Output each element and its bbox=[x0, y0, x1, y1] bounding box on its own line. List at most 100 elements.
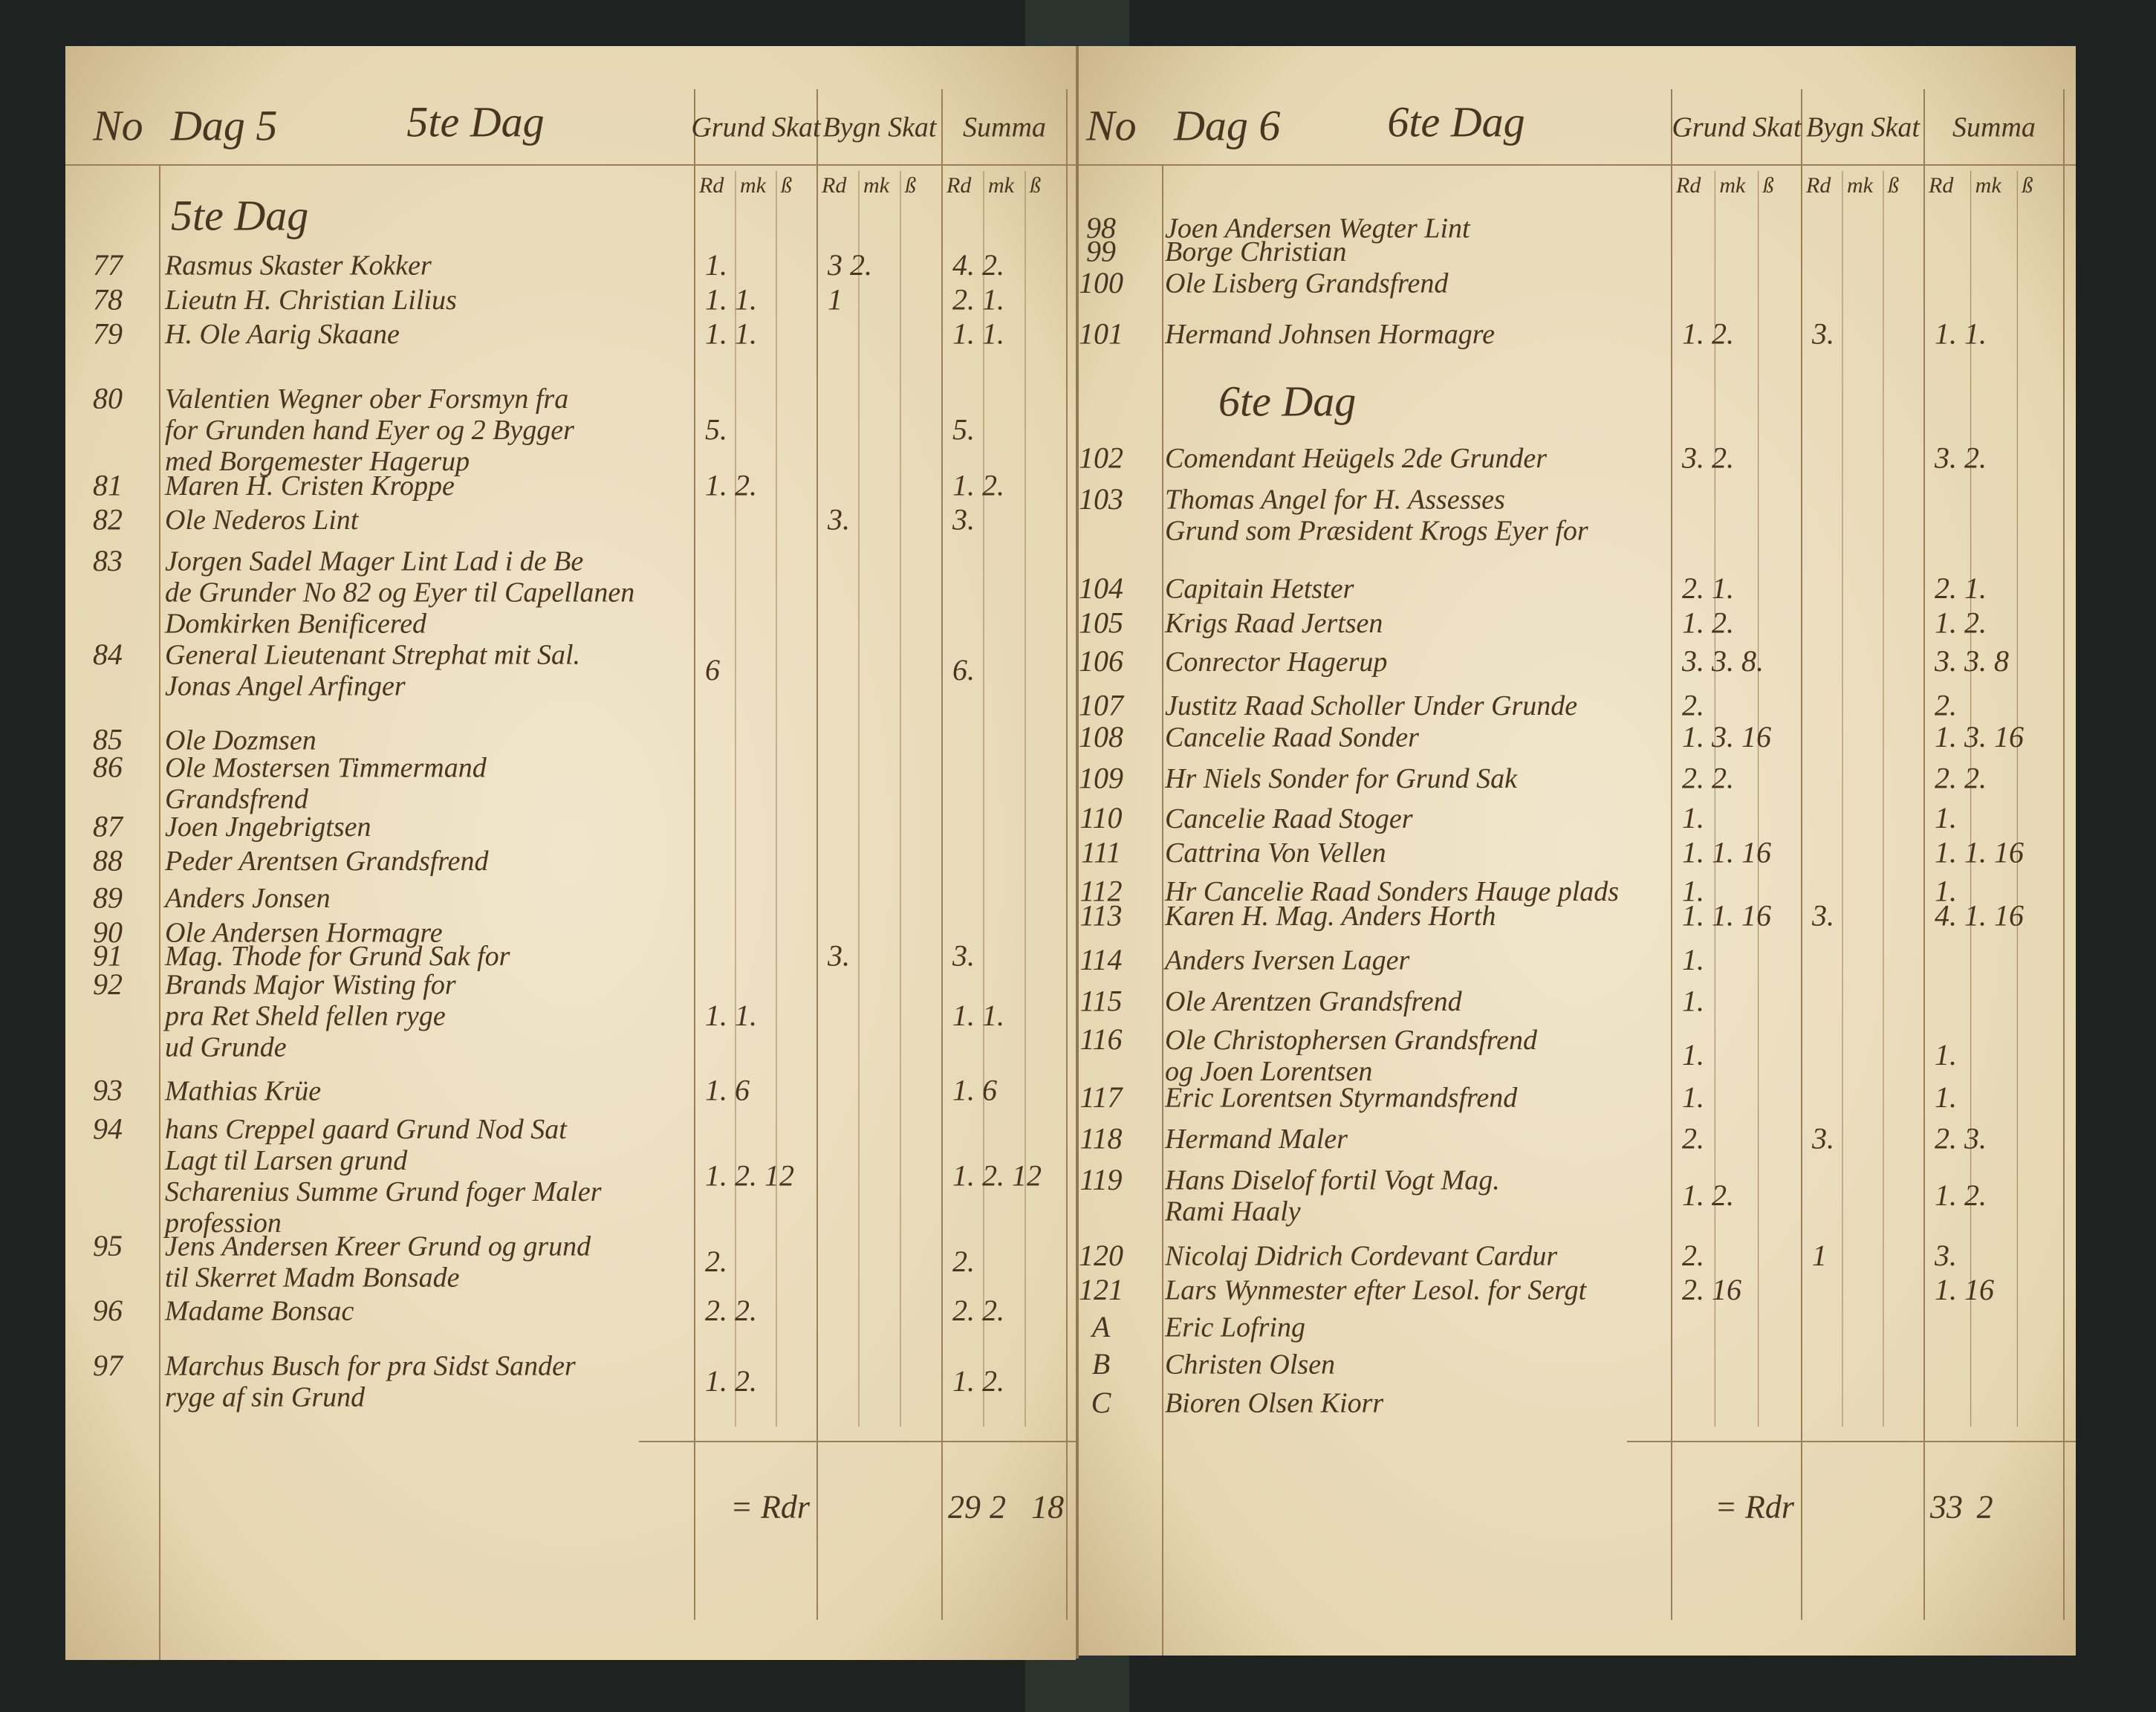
row-number: 92 bbox=[93, 967, 123, 1001]
row-number: 88 bbox=[93, 844, 123, 878]
entry-name: Ole Nederos Lint bbox=[165, 505, 360, 536]
total-label: = Rdr bbox=[1715, 1488, 1795, 1525]
amount: 3. 3. 8. bbox=[1681, 644, 1764, 678]
entry-name: Anders Jonsen bbox=[163, 883, 331, 914]
row-number: 112 bbox=[1079, 874, 1122, 907]
entry-name: Madame Bonsac bbox=[164, 1295, 354, 1326]
entry-name: Marchus Busch for pra Sidst Sander bbox=[164, 1350, 576, 1381]
unit-heading: ß bbox=[904, 173, 916, 198]
row-number: 78 bbox=[93, 282, 123, 316]
row-number: 89 bbox=[93, 881, 123, 915]
amount: 2. bbox=[1935, 688, 1957, 722]
amount: 1. bbox=[1682, 943, 1704, 976]
entry-name: Lars Wynmester efter Lesol. for Sergt bbox=[1164, 1275, 1588, 1306]
row-number: 93 bbox=[93, 1074, 123, 1107]
amount: 1. 3. 16 bbox=[1682, 720, 1771, 753]
entry-name: Rasmus Skaster Kokker bbox=[164, 250, 432, 282]
amount: 1. 2. bbox=[1682, 317, 1734, 351]
row-number: 98 bbox=[1086, 211, 1116, 244]
entry-name: Lagt til Larsen grund bbox=[164, 1145, 408, 1176]
amount: 1. 6 bbox=[952, 1074, 997, 1107]
amount: 2. bbox=[1682, 1122, 1704, 1155]
amount: 1. 2. 12 bbox=[952, 1159, 1042, 1193]
entry-name: pra Ret Sheld fellen ryge bbox=[163, 1001, 446, 1032]
page-title: 5te Dag bbox=[406, 97, 544, 146]
row-number: 113 bbox=[1079, 899, 1122, 933]
amount: 1. bbox=[1935, 874, 1957, 907]
entry-name: Mag. Thode for Grund Sak for bbox=[164, 941, 510, 972]
entry-name: Hermand Johnsen Hormagre bbox=[1164, 319, 1495, 350]
row-number: 119 bbox=[1079, 1163, 1122, 1196]
row-number: 87 bbox=[93, 809, 124, 843]
amount: 3. 3. 8 bbox=[1934, 644, 2009, 678]
amount: 2. bbox=[1682, 688, 1704, 722]
column-heading: Grund Skat bbox=[1672, 112, 1802, 143]
row-number: 83 bbox=[93, 544, 123, 577]
entry-name: Cattrina Von Vellen bbox=[1165, 837, 1386, 869]
entry-name: Karen H. Mag. Anders Horth bbox=[1164, 901, 1496, 932]
entry-name: Valentien Wegner ober Forsmyn fra bbox=[165, 383, 568, 415]
total-amount: 29 bbox=[948, 1488, 981, 1525]
amount: 1. 2. bbox=[705, 1364, 757, 1398]
amount: 1. 2. bbox=[705, 468, 757, 502]
row-number: 96 bbox=[93, 1294, 123, 1327]
row-number-heading: No bbox=[1085, 101, 1137, 149]
unit-heading: mk bbox=[988, 173, 1015, 198]
amount: 1. 1. 16 bbox=[1682, 899, 1771, 933]
amount: 3. bbox=[1934, 1239, 1957, 1272]
amount: 1. 1. bbox=[705, 317, 757, 351]
unit-heading: mk bbox=[1975, 173, 2002, 198]
entry-name: H. Ole Aarig Skaane bbox=[164, 319, 400, 350]
row-number: 86 bbox=[93, 750, 123, 784]
amount: 1. bbox=[1682, 984, 1704, 1017]
column-heading: Summa bbox=[963, 112, 1046, 143]
amount: 1. 2. bbox=[1935, 1178, 1987, 1212]
row-number: 118 bbox=[1079, 1122, 1122, 1155]
entry-name: Lieutn H. Christian Lilius bbox=[164, 285, 457, 316]
unit-heading: Rd bbox=[946, 173, 972, 198]
row-number: 77 bbox=[93, 248, 124, 282]
column-heading: Grund Skat bbox=[691, 112, 822, 143]
entry-name: Christen Olsen bbox=[1165, 1349, 1335, 1381]
amount: 3. bbox=[827, 938, 850, 972]
amount: 3. 2. bbox=[1934, 441, 1987, 474]
entry-name: Domkirken Benificered bbox=[164, 609, 427, 640]
total-amount: 33 bbox=[1929, 1488, 1963, 1525]
entry-name: Ole Christophersen Grandsfrend bbox=[1165, 1025, 1538, 1056]
row-number: 82 bbox=[93, 503, 123, 536]
unit-heading: Rd bbox=[1928, 173, 1954, 198]
amount: 2. bbox=[705, 1245, 727, 1278]
entry-name: Ole Lisberg Grandsfrend bbox=[1165, 268, 1449, 299]
column-heading: Bygn Skat bbox=[822, 112, 937, 143]
entry-name: Cancelie Raad Sonder bbox=[1165, 722, 1419, 753]
entry-name: Borge Christian bbox=[1165, 236, 1347, 268]
amount: 3. bbox=[1811, 1122, 1834, 1155]
row-number: 91 bbox=[93, 938, 123, 972]
unit-heading: ß bbox=[1029, 173, 1041, 198]
amount: 5. bbox=[705, 413, 727, 447]
row-number: 97 bbox=[93, 1349, 124, 1382]
entry-name: Hr Niels Sonder for Grund Sak bbox=[1164, 763, 1518, 794]
entry-name: Maren H. Cristen Kroppe bbox=[164, 470, 455, 502]
row-number: 94 bbox=[93, 1112, 123, 1146]
amount: 2. bbox=[952, 1245, 975, 1278]
unit-heading: ß bbox=[2021, 173, 2033, 198]
amount: 1. 2. bbox=[952, 468, 1004, 502]
unit-heading: ß bbox=[1887, 173, 1899, 198]
column-heading: Summa bbox=[1952, 112, 2036, 143]
row-number: 108 bbox=[1079, 720, 1123, 753]
entry-name: Grandsfrend bbox=[165, 783, 309, 814]
entry-name: Ole Arentzen Grandsfrend bbox=[1165, 986, 1463, 1017]
entry-name: Brands Major Wisting for bbox=[165, 970, 456, 1001]
entry-name: Grund som Præsident Krogs Eyer for bbox=[1165, 515, 1588, 546]
amount: 1. bbox=[1935, 1080, 1957, 1114]
amount: 3 2. bbox=[827, 248, 872, 282]
entry-name: Hr Cancelie Raad Sonders Hauge plads bbox=[1164, 876, 1619, 907]
total-amount: 2 bbox=[990, 1488, 1006, 1525]
entry-name: Thomas Angel for H. Assesses bbox=[1165, 484, 1505, 515]
amount: 1. 6 bbox=[705, 1074, 750, 1107]
amount: 2. 16 bbox=[1682, 1273, 1741, 1306]
amount: 1. 1. 16 bbox=[1935, 835, 2024, 869]
amount: 4. 1. 16 bbox=[1935, 899, 2024, 933]
row-number: 115 bbox=[1079, 984, 1122, 1017]
